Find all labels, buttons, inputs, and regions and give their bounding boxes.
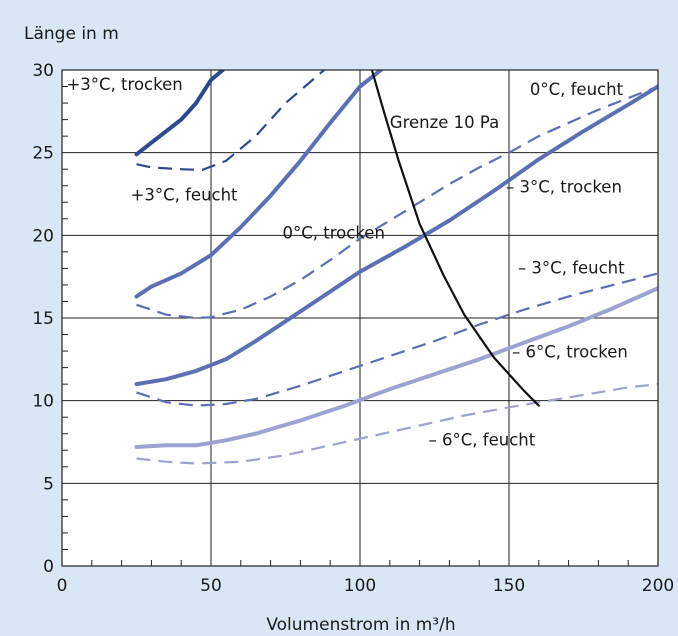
series-line-3 (134, 70, 383, 299)
x-axis-title: Volumenstrom in m³/h (266, 615, 455, 635)
curve-label: – 6°C, trocken (512, 343, 628, 362)
x-axis-ticks: 0 50 100 150 200 (57, 576, 675, 596)
x-tick-label: 150 (493, 576, 525, 596)
y-tick-label: 15 (32, 309, 54, 329)
y-tick-label: 20 (32, 226, 54, 246)
series-line-6 (136, 272, 658, 407)
x-tick-label: 200 (642, 576, 674, 596)
series-line-5 (134, 84, 658, 387)
x-tick-label: 0 (57, 576, 68, 596)
curve-label: 0°C, feucht (530, 80, 624, 99)
curve-label: – 3°C, feucht (518, 258, 625, 277)
y-tick-label: 25 (32, 144, 54, 164)
curve-label: +3°C, feucht (131, 186, 239, 205)
y-tick-label: 5 (43, 474, 54, 494)
curve-labels: +3°C, trocken +3°C, feucht 0°C, trocken Gre… (66, 75, 627, 449)
y-axis-title: Länge in m (24, 24, 119, 44)
y-tick-label: 0 (43, 557, 54, 577)
curve-label: 0°C, trocken (283, 224, 385, 243)
curve-label: +3°C, trocken (66, 75, 182, 94)
curve-label: – 6°C, feucht (429, 430, 536, 449)
y-tick-label: 30 (32, 61, 54, 81)
series-line-4 (136, 85, 658, 320)
series-line-9 (370, 70, 540, 407)
series-line-2 (136, 70, 325, 172)
series-line-1 (134, 70, 225, 157)
curve-label: Grenze 10 Pa (390, 113, 499, 132)
x-tick-label: 100 (344, 576, 376, 596)
series-lines (134, 70, 658, 465)
y-tick-label: 10 (32, 392, 54, 412)
x-tick-label: 50 (200, 576, 222, 596)
series-line-7 (134, 286, 658, 449)
series-line-8 (136, 383, 658, 465)
plot-frame (61, 69, 659, 567)
curve-label: – 3°C, trocken (506, 177, 622, 196)
y-axis-ticks: 0 5 10 15 20 25 30 (32, 61, 54, 577)
